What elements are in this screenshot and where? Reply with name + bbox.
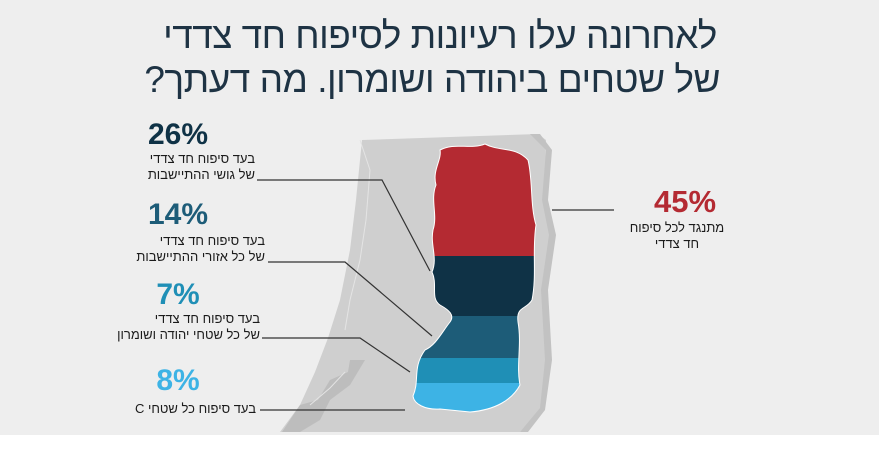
percent-area-c: 8% bbox=[156, 364, 200, 397]
label-judea-samaria-line-1: בעד סיפוח חד צדדי bbox=[154, 311, 260, 326]
label-oppose-line-1: מתנגד לכל סיפוח bbox=[629, 220, 725, 235]
label-blocs-line-2: של גושי ההתיישבות bbox=[147, 167, 255, 182]
label-area-c-line-1: בעד סיפוח כל שטחי C bbox=[135, 401, 256, 416]
leader-line-7 bbox=[262, 337, 411, 373]
label-blocs-line-1: בעד סיפוח חד צדדי bbox=[149, 151, 255, 166]
label-blocs: בעד סיפוח חד צדדי של גושי ההתיישבות bbox=[60, 151, 255, 183]
percent-settlements: 14% bbox=[147, 198, 209, 231]
chart-title-line-2: של שטחים ביהודה ושומרון. מה דעתך? bbox=[144, 59, 720, 100]
label-judea-samaria-line-2: של כל שטחי יהודה ושומרון bbox=[117, 327, 260, 342]
label-area-c: בעד סיפוח כל שטחי C bbox=[60, 401, 256, 417]
chart-title-line-1: לאחרונה עלו רעיונות לסיפוח חד צדדי bbox=[163, 15, 717, 56]
leader-line-26 bbox=[257, 179, 431, 272]
label-settlements-line-1: בעד סיפוח חד צדדי bbox=[159, 233, 265, 248]
label-judea-samaria: בעד סיפוח חד צדדי של כל שטחי יהודה ושומר… bbox=[40, 311, 260, 343]
label-settlements-line-2: של כל אזורי ההתיישבות bbox=[136, 249, 265, 264]
label-oppose-line-2: חד צדדי bbox=[654, 236, 700, 251]
label-oppose: מתנגד לכל סיפוח חד צדדי bbox=[616, 220, 738, 252]
percent-blocs: 26% bbox=[147, 118, 209, 151]
band-judea-samaria-7 bbox=[413, 358, 536, 383]
percent-judea-samaria: 7% bbox=[156, 278, 200, 311]
percent-oppose: 45% bbox=[653, 184, 717, 219]
chart-title: לאחרונה עלו רעיונות לסיפוח חד צדדי של שט… bbox=[144, 14, 720, 102]
label-settlements: בעד סיפוח חד צדדי של כל אזורי ההתיישבות bbox=[60, 233, 265, 265]
leader-line-14 bbox=[268, 261, 433, 337]
